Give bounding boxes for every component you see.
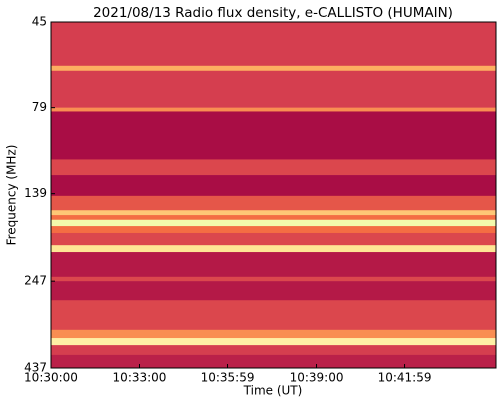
y-tick-label: 79	[32, 100, 47, 114]
x-tick-label: 10:39:00	[290, 371, 344, 385]
x-tick-label: 10:35:59	[201, 371, 255, 385]
spectrogram-band	[51, 22, 496, 67]
spectrogram-band	[51, 70, 496, 108]
spectrogram-band	[51, 281, 496, 301]
plot-frame	[50, 21, 497, 369]
spectrogram-band	[51, 226, 496, 234]
x-axis-label: Time (UT)	[243, 384, 303, 398]
y-tick-label: 139	[24, 186, 47, 200]
x-tick-label: 10:33:00	[113, 371, 167, 385]
spectrogram-band	[51, 300, 496, 331]
y-tick-label: 247	[24, 274, 47, 288]
spectrogram-band	[51, 245, 496, 253]
spectrogram-band	[51, 195, 496, 211]
spectrogram-band	[51, 232, 496, 246]
spectrogram-band	[51, 219, 496, 227]
spectrogram-band	[51, 215, 496, 221]
spectrogram-band	[51, 111, 496, 160]
x-tick-label: 10:30:00	[24, 371, 78, 385]
spectrogram-band	[51, 329, 496, 339]
spectrogram-band	[51, 354, 496, 369]
y-tick-label: 45	[32, 15, 47, 29]
spectrogram-band	[51, 107, 496, 112]
y-tick-label: 437	[24, 361, 47, 375]
y-axis-label: Frequency (MHz)	[5, 145, 19, 246]
spectrogram-band	[51, 345, 496, 356]
spectrogram-band	[51, 210, 496, 216]
spectrogram-band	[51, 175, 496, 197]
spectrogram-band	[51, 252, 496, 278]
x-tick-label: 10:41:59	[378, 371, 432, 385]
spectrogram-band	[51, 276, 496, 282]
chart-title: 2021/08/13 Radio flux density, e-CALLIST…	[93, 5, 453, 21]
spectrogram-band	[51, 159, 496, 176]
spectrogram-band	[51, 338, 496, 346]
spectrogram-band	[51, 65, 496, 72]
